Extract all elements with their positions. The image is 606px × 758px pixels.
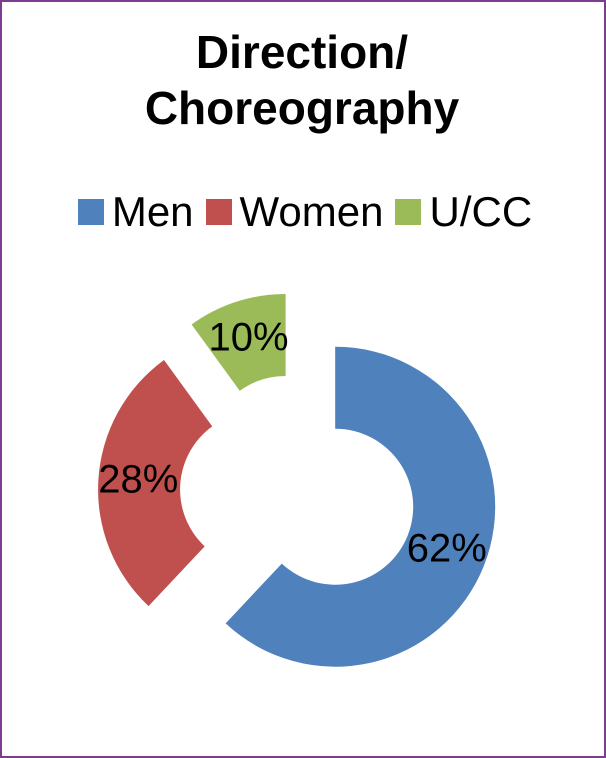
donut-slice <box>191 293 286 391</box>
donut-slice <box>225 346 496 667</box>
data-label: 62% <box>407 526 487 570</box>
legend-item: Men <box>77 188 194 236</box>
legend-swatch <box>77 199 104 225</box>
legend-swatch <box>395 199 422 225</box>
data-label: 28% <box>98 458 178 502</box>
legend-label: Men <box>111 188 194 235</box>
legend-label: Women <box>239 188 384 235</box>
legend-swatch <box>205 199 232 225</box>
chart-title: Direction/ Choreography <box>144 26 460 134</box>
data-label: 10% <box>209 315 289 359</box>
legend-item: U/CC <box>395 188 532 236</box>
legend-item: Women <box>205 188 384 236</box>
legend: Men Women U/CC <box>2 188 606 236</box>
donut-slice <box>98 360 213 607</box>
legend-label: U/CC <box>429 188 533 235</box>
